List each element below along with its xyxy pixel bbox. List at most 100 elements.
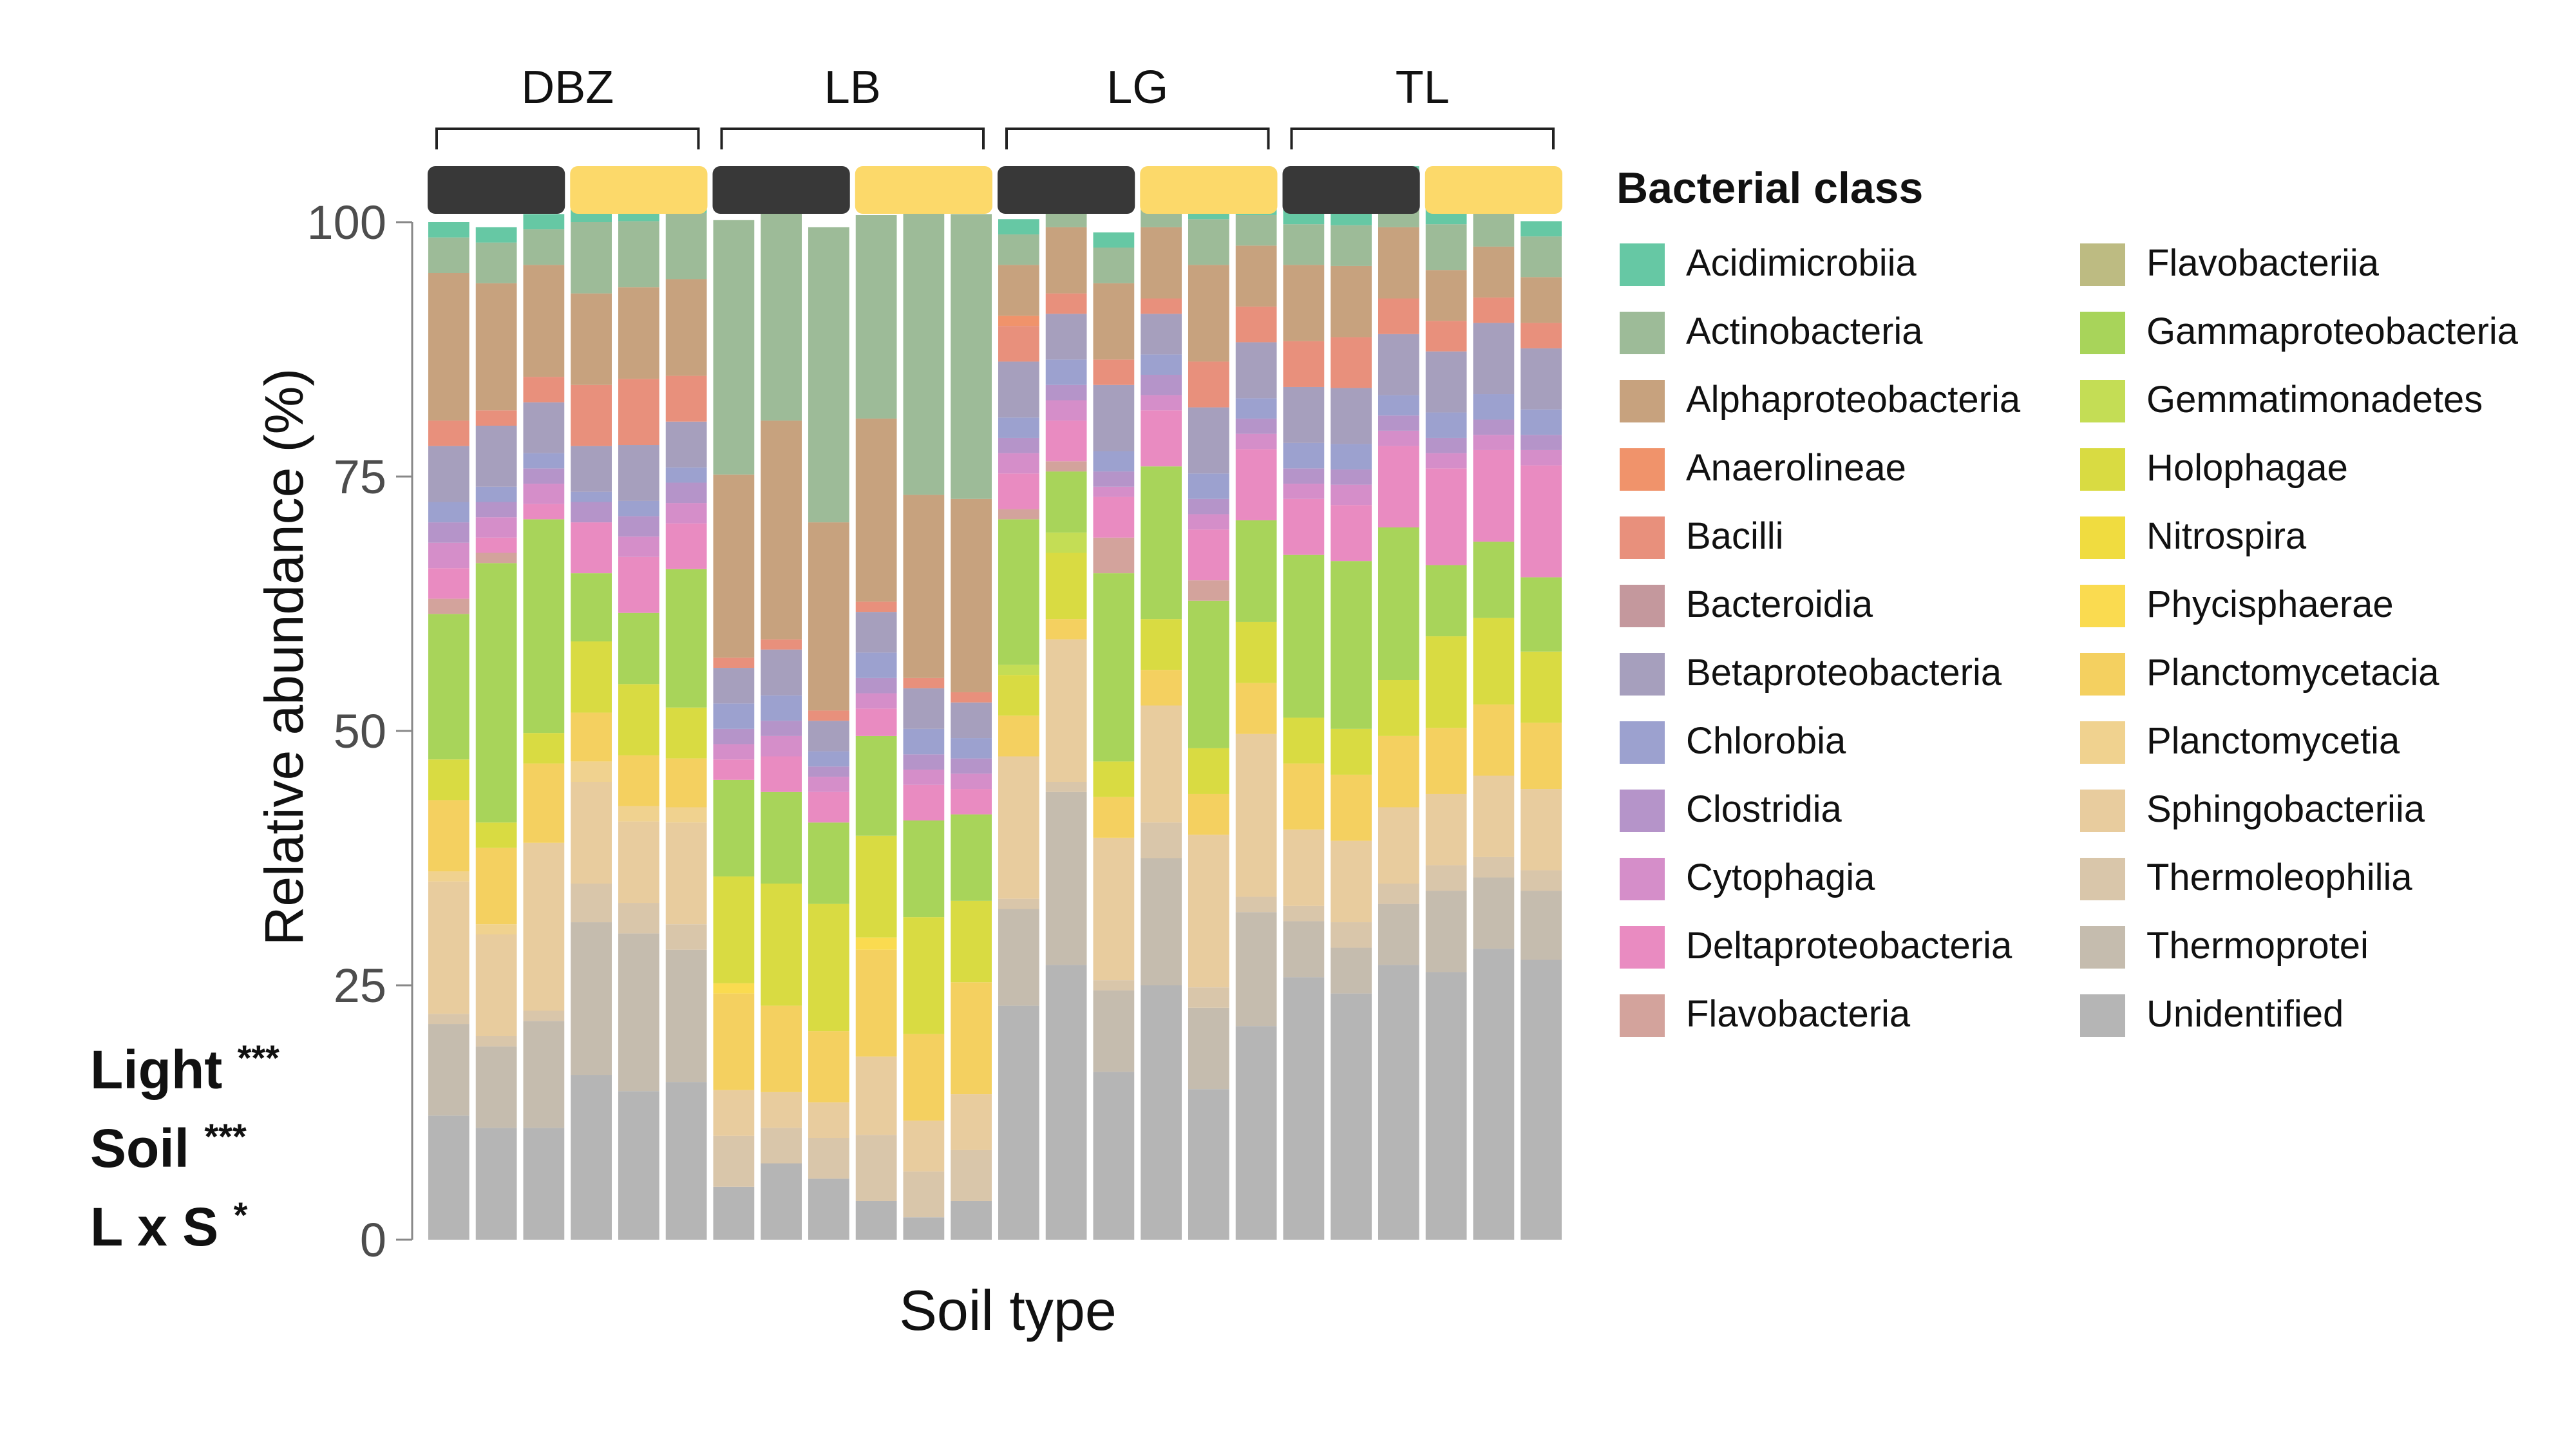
bar-segment — [808, 522, 849, 711]
bar-segment — [1378, 430, 1419, 446]
bar-segment — [903, 210, 945, 495]
bar-segment — [1378, 904, 1419, 965]
bar-segment — [665, 758, 707, 808]
legend-swatch — [1620, 380, 1665, 422]
bar-segment — [665, 421, 707, 468]
bar-segment — [1331, 561, 1372, 729]
bar-segment — [1093, 797, 1135, 838]
bar-segment — [951, 789, 992, 815]
bar-segment — [1045, 421, 1087, 462]
bar-segment — [713, 1186, 755, 1240]
bar-segment — [1473, 323, 1515, 395]
bar-segment — [428, 759, 469, 800]
bar-segment — [951, 773, 992, 790]
legend-label: Chlorobia — [1686, 720, 1846, 762]
legend-swatch — [2080, 448, 2125, 491]
bar-segment — [571, 446, 612, 492]
legend-swatch — [1620, 516, 1665, 559]
bar-segment — [713, 744, 755, 760]
bar-segment — [1425, 793, 1467, 866]
bar-segment — [475, 410, 517, 426]
bar-segment — [713, 876, 755, 983]
bar-segment — [951, 1094, 992, 1150]
bar-segment — [1188, 1089, 1229, 1240]
bar-segment — [951, 982, 992, 1095]
bar-segment — [1141, 822, 1182, 858]
bar-segment — [1045, 553, 1087, 620]
bar-segment — [523, 842, 565, 1011]
group-bracket — [435, 128, 700, 149]
bar-segment — [571, 222, 612, 294]
bar-segment — [998, 437, 1039, 453]
bar-segment — [475, 426, 517, 487]
bar-segment — [1235, 433, 1277, 450]
bar-segment — [1188, 1007, 1229, 1090]
bar-segment — [998, 265, 1039, 316]
bar-segment — [1378, 884, 1419, 904]
bar-segment — [1331, 993, 1372, 1240]
bar-segment — [1520, 651, 1562, 723]
bar-segment — [998, 361, 1039, 418]
bar-segment — [618, 287, 659, 379]
bar-segment — [1283, 977, 1325, 1240]
bar-segment — [855, 708, 897, 736]
significance-annotations: Light *** Soil *** L x S * — [90, 1037, 279, 1257]
bar-segment — [761, 791, 802, 884]
annotation-stars: *** — [238, 1037, 280, 1078]
bar-segment — [808, 721, 849, 752]
bar-segment — [475, 283, 517, 411]
bar-segment — [1283, 763, 1325, 830]
bar-segment — [998, 316, 1039, 327]
bar-segment — [998, 453, 1039, 474]
bar-segment — [1520, 348, 1562, 410]
bar-segment — [1188, 835, 1229, 988]
bar-segment — [1188, 529, 1229, 581]
x-axis-label: Soil type — [899, 1278, 1117, 1342]
legend-label: Actinobacteria — [1686, 310, 1923, 352]
bar-segment — [713, 728, 755, 744]
treatment-block — [1425, 166, 1562, 214]
bar-segment — [618, 536, 659, 557]
treatment-block — [1282, 166, 1420, 214]
bar-segment — [761, 756, 802, 792]
legend-label: Deltaproteobacteria — [1686, 925, 2012, 967]
bar-segment — [951, 692, 992, 703]
legend-swatch — [1620, 585, 1665, 627]
bar-segment — [571, 922, 612, 1075]
bar-segment — [1235, 398, 1277, 419]
bar-segment — [1188, 473, 1229, 499]
bar-segment — [951, 214, 992, 499]
legend-label: Phycisphaerae — [2146, 583, 2394, 625]
bar-segment — [1093, 384, 1135, 451]
bar-segment — [428, 881, 469, 1014]
bar-segment — [1283, 554, 1325, 718]
bar-segment — [571, 641, 612, 713]
bar-segment — [761, 639, 802, 650]
bar-segment — [1141, 985, 1182, 1240]
group-label: DBZ — [521, 62, 614, 113]
bar-segment — [1235, 418, 1277, 434]
legend-swatch — [2080, 380, 2125, 422]
bar-segment — [1473, 419, 1515, 435]
bar-segment — [951, 1200, 992, 1240]
bar-segment — [808, 766, 849, 777]
bar-segment — [1331, 469, 1372, 485]
bar-segment — [475, 227, 517, 243]
bar-segment — [1425, 453, 1467, 469]
bar-segment — [1520, 450, 1562, 466]
bar-segment — [1425, 728, 1467, 794]
bar-segment — [1235, 683, 1277, 734]
bar-segment — [855, 418, 897, 602]
bar-segment — [523, 214, 565, 230]
bar-segment — [1473, 297, 1515, 323]
annotation-stars: * — [234, 1195, 248, 1235]
bar-segment — [475, 1128, 517, 1240]
bar-segment — [428, 222, 469, 238]
bar-segment — [571, 712, 612, 762]
bar-segment — [1141, 858, 1182, 985]
bar-segment — [475, 517, 517, 538]
bar-segment — [1425, 891, 1467, 972]
bar-segment — [428, 237, 469, 273]
bar-segment — [523, 402, 565, 453]
legend-swatch — [2080, 994, 2125, 1037]
